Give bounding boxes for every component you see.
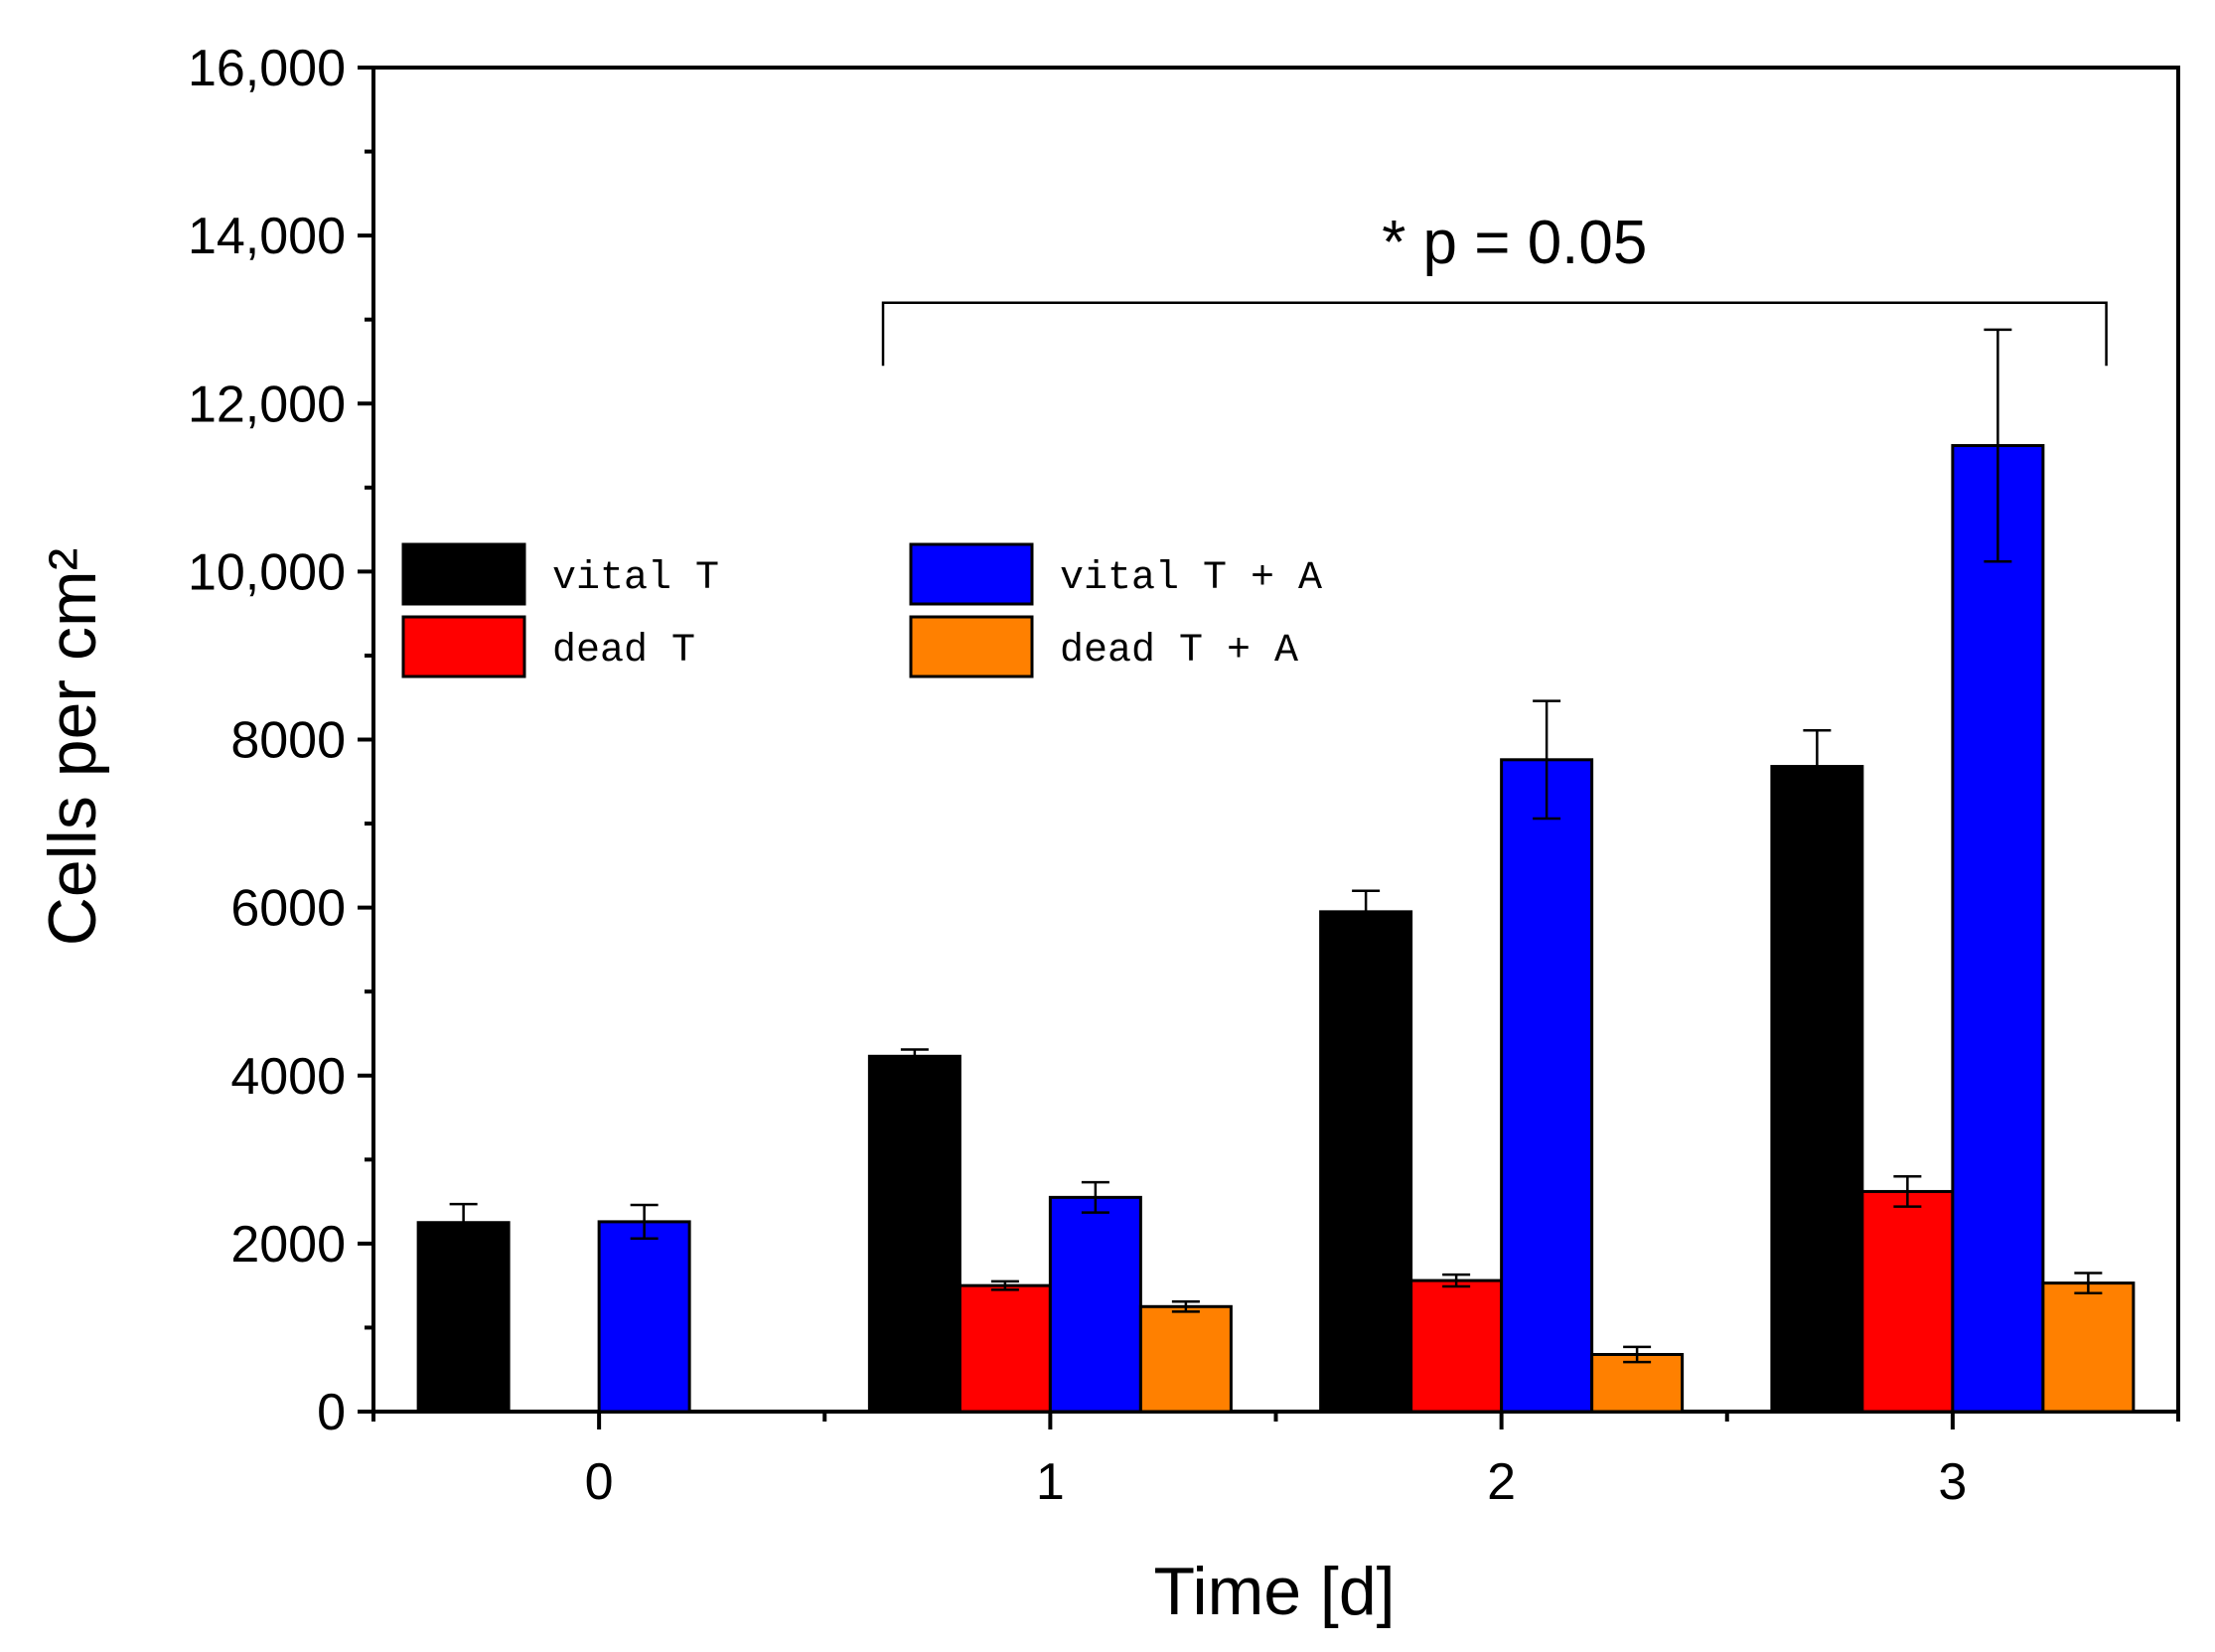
legend-item-dead-t-a: dead T + A — [909, 615, 1298, 678]
error-bar-dead-t-a-2 — [1623, 1345, 1652, 1364]
bar-vital-t-3 — [1770, 765, 1864, 1414]
bars-layer — [416, 444, 2136, 1414]
error-bar-vital-t-1 — [900, 1048, 929, 1065]
axes-layer: 0 2000 4000 6000 8000 10,000 12,000 14,000 16,00… — [188, 40, 2180, 1511]
y-tick-label: 16,000 — [188, 40, 346, 97]
bar-dead-t-a-2 — [1590, 1352, 1685, 1414]
legend-label: vital T + A — [1060, 556, 1322, 601]
error-bar-vital-t-0 — [449, 1202, 478, 1243]
y-tick-label: 12,000 — [188, 375, 346, 433]
error-bar-vital-t-2 — [1352, 889, 1381, 935]
x-tick-label: 2 — [1487, 1453, 1516, 1511]
x-tick-label: 0 — [585, 1453, 614, 1511]
legend-swatch — [909, 542, 1034, 606]
error-bar-dead-t-2 — [1442, 1273, 1471, 1288]
error-bar-vital-t-a-2 — [1533, 699, 1561, 821]
x-tick-label: 3 — [1938, 1453, 1967, 1511]
legend-label: dead T — [552, 629, 695, 674]
y-tick-label: 0 — [317, 1384, 346, 1441]
legend-item-dead-t: dead T — [401, 615, 695, 678]
legend-label: dead T + A — [1060, 629, 1298, 674]
legend-item-vital-t: vital T — [401, 542, 719, 606]
bar-vital-t-a-3 — [1951, 444, 2045, 1414]
error-bar-vital-t-a-1 — [1081, 1180, 1109, 1214]
significance-annotation: * p = 0.05 — [881, 209, 2108, 367]
legend-swatch — [401, 542, 526, 606]
bar-vital-t-0 — [416, 1221, 511, 1414]
y-tick-label: 2000 — [230, 1216, 346, 1274]
y-axis-title: Cells per cm² — [35, 548, 110, 947]
error-bars-layer — [449, 328, 2103, 1364]
legend-swatch — [909, 615, 1034, 678]
bar-dead-t-a-1 — [1138, 1304, 1233, 1414]
error-bar-dead-t-a-3 — [2074, 1272, 2103, 1295]
error-bar-vital-t-a-0 — [630, 1203, 659, 1241]
error-bar-vital-t-a-3 — [1984, 328, 2012, 563]
error-bar-dead-t-1 — [990, 1279, 1019, 1291]
bar-dead-t-a-3 — [2041, 1281, 2136, 1414]
error-bar-vital-t-3 — [1803, 728, 1832, 805]
significance-bracket — [881, 301, 2108, 367]
bar-dead-t-1 — [958, 1283, 1052, 1414]
legend-swatch — [401, 615, 526, 678]
legend-label: vital T — [552, 556, 719, 601]
y-tick-label: 10,000 — [188, 543, 346, 601]
bar-vital-t-a-1 — [1048, 1195, 1142, 1414]
bar-dead-t-2 — [1409, 1278, 1504, 1414]
legend-item-vital-t-a: vital T + A — [909, 542, 1322, 606]
bar-vital-t-1 — [867, 1054, 961, 1414]
bar-vital-t-2 — [1319, 910, 1413, 1414]
y-tick-label: 6000 — [230, 880, 346, 938]
bar-dead-t-3 — [1860, 1189, 1955, 1414]
bar-vital-t-a-2 — [1500, 758, 1594, 1414]
y-tick-label: 4000 — [230, 1048, 346, 1106]
y-tick-label: 8000 — [230, 712, 346, 770]
legend: vital T dead T vital T + A dead T + A — [401, 542, 1322, 678]
error-bar-dead-t-3 — [1893, 1174, 1922, 1208]
x-axis-title: Time [d] — [1153, 1554, 1395, 1629]
error-bar-dead-t-a-1 — [1171, 1299, 1200, 1313]
y-tick-label: 14,000 — [188, 208, 346, 265]
bar-vital-t-a-0 — [597, 1220, 691, 1414]
x-tick-label: 1 — [1036, 1453, 1065, 1511]
significance-label: * p = 0.05 — [1382, 209, 1647, 277]
